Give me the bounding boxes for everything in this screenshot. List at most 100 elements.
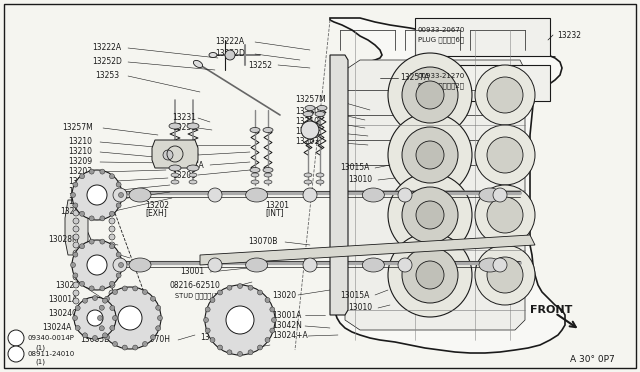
Text: 13206: 13206	[172, 170, 196, 180]
Circle shape	[72, 240, 122, 290]
Text: 13257M: 13257M	[62, 124, 93, 132]
Circle shape	[73, 210, 79, 216]
Circle shape	[416, 261, 444, 289]
Text: 13210: 13210	[68, 148, 92, 157]
Circle shape	[122, 345, 127, 350]
Text: (1): (1)	[35, 359, 45, 365]
Circle shape	[227, 285, 232, 290]
Circle shape	[113, 258, 127, 272]
Text: 13209: 13209	[68, 157, 92, 167]
Text: 13202: 13202	[145, 201, 169, 209]
Circle shape	[8, 330, 24, 346]
Circle shape	[116, 273, 121, 278]
Circle shape	[70, 192, 76, 198]
Circle shape	[73, 252, 78, 257]
Circle shape	[248, 350, 253, 355]
Ellipse shape	[251, 180, 259, 184]
Ellipse shape	[187, 165, 199, 171]
Circle shape	[150, 296, 156, 301]
Circle shape	[73, 273, 78, 278]
Ellipse shape	[362, 258, 385, 272]
Text: 13204: 13204	[68, 187, 92, 196]
Ellipse shape	[250, 167, 260, 173]
Text: A 30° 0P7: A 30° 0P7	[570, 356, 615, 365]
Circle shape	[487, 197, 523, 233]
Circle shape	[218, 290, 223, 295]
Circle shape	[122, 286, 127, 291]
Circle shape	[113, 341, 118, 346]
Ellipse shape	[187, 123, 199, 129]
Text: 13222A: 13222A	[215, 38, 244, 46]
Circle shape	[93, 336, 97, 340]
Circle shape	[237, 352, 243, 356]
Circle shape	[109, 174, 115, 179]
Circle shape	[416, 201, 444, 229]
Circle shape	[132, 286, 138, 291]
Circle shape	[109, 282, 115, 288]
Circle shape	[388, 233, 472, 317]
Polygon shape	[152, 140, 198, 168]
Circle shape	[79, 211, 84, 216]
Circle shape	[100, 169, 105, 174]
Circle shape	[303, 188, 317, 202]
Circle shape	[265, 337, 270, 343]
Text: 13252D: 13252D	[92, 58, 122, 67]
Ellipse shape	[129, 258, 151, 272]
Text: 13231: 13231	[172, 113, 196, 122]
Circle shape	[83, 333, 88, 338]
Circle shape	[301, 121, 319, 139]
Circle shape	[73, 234, 79, 240]
Circle shape	[205, 285, 275, 355]
Circle shape	[79, 244, 84, 249]
Ellipse shape	[479, 188, 501, 202]
Text: 13042N: 13042N	[272, 321, 302, 330]
Ellipse shape	[317, 106, 327, 110]
Polygon shape	[200, 235, 535, 265]
Circle shape	[104, 296, 109, 301]
Circle shape	[204, 317, 209, 323]
Circle shape	[109, 290, 115, 296]
Circle shape	[113, 315, 118, 321]
Ellipse shape	[171, 180, 179, 184]
Ellipse shape	[305, 106, 315, 110]
Circle shape	[73, 218, 79, 224]
Text: 13203: 13203	[68, 167, 92, 176]
Circle shape	[73, 266, 79, 272]
Circle shape	[210, 298, 215, 302]
Text: 13231: 13231	[172, 124, 196, 132]
Text: 13024: 13024	[55, 280, 79, 289]
Circle shape	[73, 282, 79, 288]
Ellipse shape	[189, 173, 197, 177]
Circle shape	[218, 345, 223, 350]
Circle shape	[157, 315, 163, 321]
Circle shape	[248, 285, 253, 290]
Circle shape	[113, 188, 127, 202]
Circle shape	[402, 247, 458, 303]
Circle shape	[73, 242, 79, 248]
Circle shape	[73, 258, 79, 264]
Text: 13028M: 13028M	[48, 235, 79, 244]
Circle shape	[163, 150, 173, 160]
Circle shape	[475, 185, 535, 245]
Text: 13001A: 13001A	[272, 311, 301, 320]
Circle shape	[109, 298, 115, 304]
Circle shape	[265, 298, 270, 302]
Text: PLUG プラグ（6）: PLUG プラグ（6）	[418, 37, 464, 43]
Circle shape	[402, 127, 458, 183]
Circle shape	[89, 169, 94, 174]
Text: 13201: 13201	[265, 201, 289, 209]
Circle shape	[475, 245, 535, 305]
Text: 13010: 13010	[348, 176, 372, 185]
Text: N: N	[13, 351, 19, 357]
Circle shape	[226, 306, 254, 334]
Circle shape	[303, 258, 317, 272]
Circle shape	[102, 298, 108, 303]
Bar	[415, 18, 550, 56]
Polygon shape	[65, 200, 88, 255]
Ellipse shape	[246, 188, 268, 202]
Circle shape	[100, 286, 105, 291]
Ellipse shape	[250, 128, 260, 132]
Circle shape	[487, 257, 523, 293]
Circle shape	[398, 258, 412, 272]
Circle shape	[156, 305, 161, 310]
